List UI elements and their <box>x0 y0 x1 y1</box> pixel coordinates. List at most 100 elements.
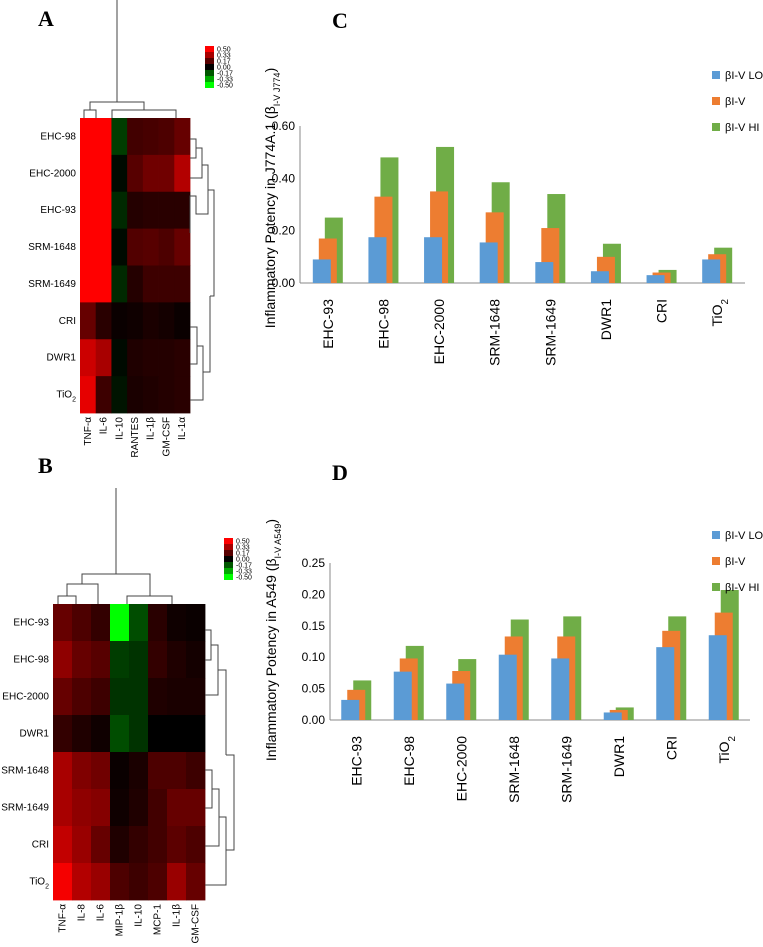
chart-d-category-label: TiO2 <box>716 736 738 764</box>
heatmap-b-cell <box>110 678 130 716</box>
heatmap-b-scale-label: 0.00 <box>236 557 250 564</box>
heatmap-b-cell <box>148 715 168 753</box>
heatmap-b-cell <box>148 789 168 827</box>
heatmap-b-scale-swatch <box>224 568 233 574</box>
heatmap-b-cell <box>186 863 206 901</box>
chart-d-bar <box>393 671 412 720</box>
chart-d-category-label: EHC-98 <box>401 736 417 786</box>
chart-c-category-label: EHC-2000 <box>431 299 447 365</box>
heatmap-b-cell <box>53 826 73 864</box>
heatmap-b-cell <box>91 826 111 864</box>
chart-d-category-label: EHC-93 <box>348 736 364 786</box>
chart-c-bar <box>535 262 554 283</box>
heatmap-a-cell <box>142 265 159 303</box>
chart-c-bar <box>368 237 387 283</box>
heatmap-b-cell <box>129 604 149 642</box>
heatmap-a-scale-swatch <box>205 82 214 88</box>
heatmap-b-cell <box>186 752 206 790</box>
heatmap-b-cell <box>110 789 130 827</box>
heatmap-b-cell <box>91 678 111 716</box>
heatmap-a-cell <box>127 154 144 193</box>
heatmap-a-scale-label: -0.50 <box>217 83 233 90</box>
chart-d-category-label: CRI <box>663 736 679 760</box>
heatmap-a-cell <box>95 339 112 377</box>
heatmap-a-cell <box>95 228 112 266</box>
heatmap-a-cell <box>127 376 144 414</box>
heatmap-a-cell <box>158 302 175 340</box>
chart-d-bar <box>498 654 517 720</box>
heatmap-a-cell <box>95 265 112 303</box>
panel-label-c: C <box>332 8 348 33</box>
heatmap-a-cell <box>95 154 112 193</box>
chart-d-y-tick-label: 0.15 <box>302 619 326 633</box>
heatmap-b-cell <box>148 604 168 642</box>
heatmap-b-row-label: CRI <box>32 840 49 851</box>
heatmap-b-row-label: SRM-1648 <box>1 766 49 777</box>
heatmap-a-col-label: IL-6 <box>99 417 110 435</box>
heatmap-b-cell <box>167 678 187 716</box>
heatmap-a-cell <box>142 191 159 230</box>
heatmap-a-cell <box>111 118 128 156</box>
heatmap-a-cell <box>142 118 159 156</box>
chart-c-legend-label: βI-V LO <box>725 70 763 82</box>
heatmap-a-column-dendrogram <box>83 109 97 118</box>
heatmap-b-cell <box>72 752 92 790</box>
heatmap-b-cell <box>91 752 111 790</box>
chart-d-category-label: SRM-1649 <box>558 736 574 803</box>
chart-c-legend-swatch <box>712 123 720 131</box>
heatmap-b-scale-label: -0.33 <box>236 569 252 576</box>
heatmap-b-row-label: DWR1 <box>20 729 50 740</box>
heatmap-a-cell <box>142 376 159 414</box>
heatmap-a-cell <box>158 118 175 156</box>
heatmap-b-col-label: TNF-α <box>58 904 69 933</box>
heatmap-a-row-dendrogram <box>190 147 203 179</box>
heatmap-b-cell <box>53 604 73 642</box>
chart-c-y-tick-label: 0.20 <box>272 224 296 238</box>
heatmap-b-cell <box>167 641 187 679</box>
heatmap-b-col-label: GM-CSF <box>191 904 202 943</box>
heatmap-a-cell <box>95 376 112 414</box>
heatmap-a-col-label: GM-CSF <box>161 417 172 456</box>
heatmap-a-column-dendrogram <box>111 109 177 118</box>
heatmap-a-row-label: DWR1 <box>47 353 77 364</box>
heatmap-b-row-label: EHC-98 <box>13 655 49 666</box>
chart-c-bar <box>312 259 331 283</box>
panel-label-d: D <box>332 460 348 485</box>
chart-c-bar <box>479 242 498 283</box>
heatmap-b-scale-label: -0.50 <box>236 575 252 582</box>
heatmap-a-scale-swatch <box>205 52 214 58</box>
heatmap-b-cell <box>110 752 130 790</box>
heatmap-a-cell <box>174 191 191 230</box>
heatmap-b-column-dendrogram <box>66 583 99 604</box>
heatmap-a-row-label: EHC-2000 <box>29 168 76 179</box>
heatmap-a-scale-swatch <box>205 46 214 52</box>
heatmap-b-cell <box>72 641 92 679</box>
heatmap-b-cell <box>186 641 206 679</box>
heatmap-b-scale-swatch <box>224 574 233 580</box>
heatmap-a-cell <box>111 265 128 303</box>
chart-d-bar <box>603 712 622 720</box>
heatmap-a-scale-swatch <box>205 70 214 76</box>
chart-c-legend-label: βI-V HI <box>725 122 759 134</box>
heatmap-a-cell <box>127 191 144 230</box>
chart-d-bar <box>551 658 570 720</box>
heatmap-b-column-dendrogram <box>81 573 151 596</box>
heatmap-b-cell <box>148 863 168 901</box>
heatmap-a-row-label: SRM-1648 <box>28 242 76 253</box>
heatmap-b-cell <box>53 789 73 827</box>
heatmap-b-cell <box>167 826 187 864</box>
heatmap-a-cell <box>174 302 191 340</box>
heatmap-b-col-label: IL-1β <box>172 904 183 927</box>
chart-c-y-tick-label: 0.40 <box>272 171 296 185</box>
chart-d-bar <box>446 683 465 720</box>
heatmap-b-scale-swatch <box>224 556 233 562</box>
heatmap-b-cell <box>167 863 187 901</box>
heatmap-a-cell <box>80 228 97 266</box>
heatmap-a-cell <box>111 191 128 230</box>
heatmap-b-row-dendrogram <box>205 816 227 886</box>
heatmap-b-cell <box>72 863 92 901</box>
heatmap-b-cell <box>186 604 206 642</box>
panel-label-b: B <box>38 453 53 478</box>
heatmap-b-cell <box>148 752 168 790</box>
